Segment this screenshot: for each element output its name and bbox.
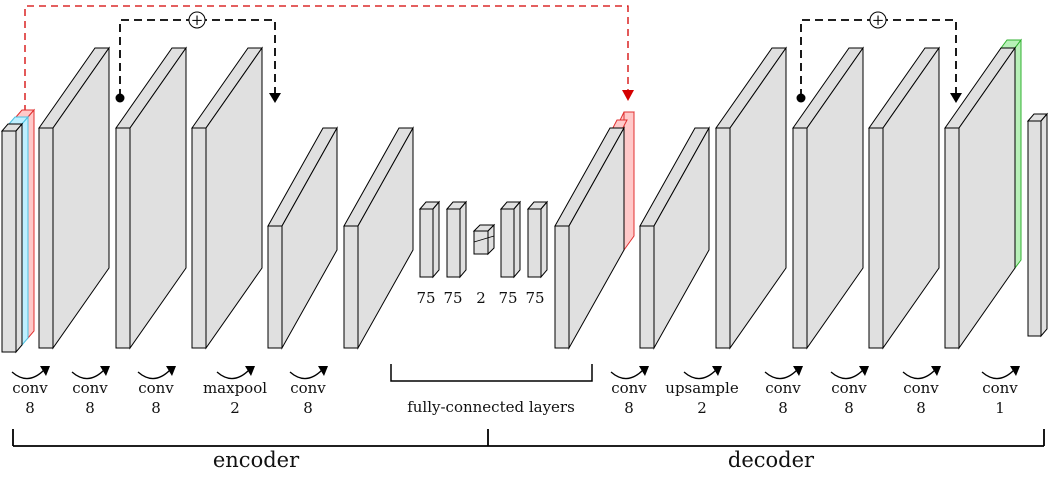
encoder-block-4: [267, 126, 338, 350]
op-label-d3: conv 8: [764, 366, 803, 417]
output-layer: [1026, 112, 1049, 338]
op-value: 8: [624, 399, 634, 417]
encoder-block-2: [115, 46, 187, 350]
encoder-decoder-brace: [12, 429, 1045, 447]
op-value: 2: [230, 399, 240, 417]
encoder-block-3: [191, 46, 263, 350]
curved-arrow-icon: [71, 369, 105, 380]
decoder-block-4: [792, 46, 864, 350]
op-label-d6: conv 1: [981, 366, 1020, 417]
op-label-d1: conv 8: [610, 366, 649, 417]
fc-size-label: 75: [443, 289, 462, 307]
curved-arrow-icon: [11, 369, 45, 380]
op-label-b2: conv 8: [137, 366, 176, 417]
encoder-block-5: [343, 126, 414, 350]
encoder-block-1: [38, 46, 110, 350]
op-name: conv: [138, 379, 174, 397]
op-name: maxpool: [203, 379, 267, 397]
op-value: 1: [995, 399, 1005, 417]
fc-size-label: 2: [476, 289, 486, 307]
add-node-symbol: +: [191, 11, 204, 29]
op-name: conv: [290, 379, 326, 397]
fc-size-label: 75: [498, 289, 517, 307]
op-name: upsample: [665, 379, 739, 397]
arrowhead-icon: [859, 366, 869, 376]
arrowhead-icon: [931, 366, 941, 376]
op-value: 8: [844, 399, 854, 417]
op-value: 8: [85, 399, 95, 417]
arrowhead-icon: [639, 366, 649, 376]
fc-layer-2: [445, 200, 468, 279]
skip-connection-red: [24, 5, 634, 112]
curved-arrow-icon: [137, 369, 171, 380]
op-label-b3: maxpool 2: [203, 366, 267, 417]
op-name: conv: [903, 379, 939, 397]
arrowhead-icon: [245, 366, 255, 376]
curved-arrow-icon: [289, 369, 323, 380]
op-name: conv: [72, 379, 108, 397]
op-label-b1: conv 8: [71, 366, 110, 417]
op-value: 8: [303, 399, 313, 417]
fc-bracket: [390, 364, 593, 382]
op-name: conv: [611, 379, 647, 397]
fc-bottleneck: [472, 223, 496, 256]
op-label-d4: conv 8: [830, 366, 869, 417]
curved-arrow-icon: [610, 369, 644, 380]
decoder-label: decoder: [728, 448, 815, 472]
curved-arrow-icon: [981, 369, 1015, 380]
add-node-circle: [869, 11, 887, 29]
op-label-input: conv 8: [11, 366, 50, 417]
op-name: conv: [765, 379, 801, 397]
decoder-block-2: [639, 126, 710, 350]
decoder-block-3: [715, 46, 787, 350]
op-value: 2: [697, 399, 707, 417]
op-value: 8: [151, 399, 161, 417]
arrowhead-icon: [100, 366, 110, 376]
op-value: 8: [778, 399, 788, 417]
skip-connection-encoder: +: [115, 11, 281, 103]
fc-size-label: 75: [525, 289, 544, 307]
skip-connection-decoder: +: [796, 11, 962, 103]
operation-labels: conv 8 conv 8 conv 8 maxpool 2 conv 8 conv 8 upsampl…: [11, 366, 1020, 417]
input-layer: [0, 108, 36, 354]
fc-caption: fully-connected layers: [407, 398, 575, 416]
op-name: conv: [831, 379, 867, 397]
add-node-circle: [188, 11, 206, 29]
arrowhead-icon: [318, 366, 328, 376]
op-value: 8: [25, 399, 35, 417]
op-value: 8: [916, 399, 926, 417]
decoder-block-1: [554, 111, 635, 350]
decoder-block-6: [944, 38, 1022, 350]
curved-arrow-icon: [764, 369, 798, 380]
arrowhead-icon: [712, 366, 722, 376]
fc-size-label: 75: [416, 289, 435, 307]
curved-arrow-icon: [902, 369, 936, 380]
curved-arrow-icon: [830, 369, 864, 380]
arrowhead-icon: [166, 366, 176, 376]
fc-layer-4: [526, 200, 549, 279]
encoder-label: encoder: [213, 448, 300, 472]
op-label-d5: conv 8: [902, 366, 941, 417]
fc-layer-3: [499, 200, 522, 279]
arrowhead-icon: [1010, 366, 1020, 376]
op-name: conv: [12, 379, 48, 397]
op-label-b4: conv 8: [289, 366, 328, 417]
decoder-block-5: [868, 46, 940, 350]
curved-arrow-icon: [683, 369, 717, 380]
op-label-d2: upsample 2: [665, 366, 739, 417]
op-name: conv: [982, 379, 1018, 397]
fc-layer-1: [418, 200, 441, 279]
add-node-symbol: +: [872, 11, 885, 29]
curved-arrow-icon: [216, 369, 250, 380]
arrowhead-icon: [40, 366, 50, 376]
arrowhead-icon: [793, 366, 803, 376]
